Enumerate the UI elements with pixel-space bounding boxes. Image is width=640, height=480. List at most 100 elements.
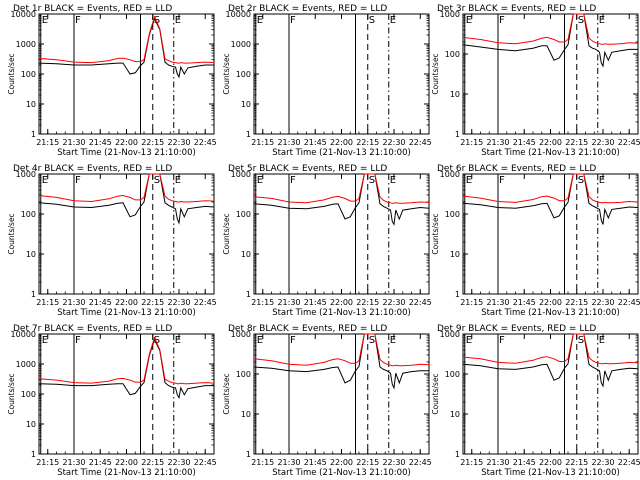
time-marker-label: E (175, 335, 181, 346)
chart-panel-4: Det 4r BLACK = Events, RED = LLD 1 10 100 10… (7, 164, 217, 318)
x-axis-label: Start Time (21-Nov-13 21:10:00) (272, 308, 411, 318)
time-marker-label: E (466, 335, 472, 346)
y-tick-label: 10000 (11, 10, 36, 19)
x-tick-label: 22:15 (141, 138, 164, 147)
x-axis-label: Start Time (21-Nov-13 21:10:00) (481, 468, 620, 478)
x-tick-label: 21:30 (277, 138, 300, 147)
time-marker-label: E (599, 15, 605, 26)
y-tick-label: 1000 (440, 10, 460, 19)
x-tick-label: 21:15 (36, 298, 59, 307)
x-tick-label: 22:45 (409, 138, 432, 147)
x-tick-label: 22:15 (565, 298, 588, 307)
x-tick-label: 22:30 (382, 138, 405, 147)
y-tick-label: 10 (241, 100, 251, 109)
x-tick-label: 22:00 (115, 298, 138, 307)
y-tick-label: 100 (236, 70, 251, 79)
chart-title: Det 5r BLACK = Events, RED = LLD (228, 164, 387, 174)
lld-series-line (38, 336, 215, 385)
x-tick-label: 21:45 (513, 138, 536, 147)
x-tick-label: 22:00 (330, 298, 353, 307)
plot-frame (38, 173, 215, 295)
x-tick-label: 22:00 (330, 458, 353, 467)
plot-frame (38, 333, 215, 455)
time-marker-label: S (154, 175, 160, 186)
time-marker-label: S (578, 175, 584, 186)
time-marker-label: F (290, 175, 296, 186)
y-tick-label: 10 (26, 100, 36, 109)
x-tick-label: 21:30 (486, 138, 509, 147)
time-marker-label: F (75, 15, 81, 26)
time-marker-label: F (290, 335, 296, 346)
x-axis-label: Start Time (21-Nov-13 21:10:00) (481, 148, 620, 158)
x-tick-label: 21:30 (62, 458, 85, 467)
x-tick-label: 22:45 (194, 298, 217, 307)
x-tick-label: 22:15 (565, 138, 588, 147)
time-marker-label: E (175, 175, 181, 186)
chart-panel-5: Det 5r BLACK = Events, RED = LLD 1 10 100 10… (222, 164, 432, 318)
y-axis-label: Counts/sec (431, 213, 440, 254)
y-tick-label: 1 (31, 290, 36, 299)
x-tick-label: 22:00 (539, 298, 562, 307)
y-axis-label: Counts/sec (7, 373, 16, 414)
y-axis-label: Counts/sec (7, 53, 16, 94)
x-tick-label: 22:00 (115, 458, 138, 467)
plot-frame (253, 333, 430, 455)
events-series-line (38, 173, 215, 225)
x-axis-label: Start Time (21-Nov-13 21:10:00) (57, 468, 196, 478)
time-marker-label: E (257, 15, 263, 26)
x-tick-label: 22:15 (565, 458, 588, 467)
x-tick-label: 21:30 (62, 298, 85, 307)
time-marker-label: F (75, 335, 81, 346)
y-tick-label: 1000 (231, 330, 251, 339)
x-tick-label: 22:45 (618, 138, 640, 147)
x-tick-label: 22:45 (618, 298, 640, 307)
x-tick-label: 22:45 (194, 458, 217, 467)
lld-series-line (253, 333, 430, 367)
x-tick-label: 22:30 (167, 458, 190, 467)
x-tick-label: 22:15 (356, 138, 379, 147)
time-marker-label: F (75, 175, 81, 186)
events-series-line (462, 333, 639, 388)
x-tick-label: 21:15 (460, 458, 483, 467)
time-marker-label: S (154, 15, 160, 26)
x-tick-label: 21:45 (89, 458, 112, 467)
x-tick-label: 21:30 (486, 298, 509, 307)
x-tick-label: 22:45 (618, 458, 640, 467)
x-tick-label: 21:45 (304, 458, 327, 467)
chart-title: Det 2r BLACK = Events, RED = LLD (228, 4, 387, 14)
x-tick-label: 21:30 (277, 298, 300, 307)
x-tick-label: 22:30 (167, 138, 190, 147)
x-axis-label: Start Time (21-Nov-13 21:10:00) (272, 148, 411, 158)
x-tick-label: 22:30 (382, 458, 405, 467)
x-tick-label: 22:45 (194, 138, 217, 147)
x-tick-label: 22:15 (141, 458, 164, 467)
time-marker-label: S (578, 15, 584, 26)
y-tick-label: 100 (445, 50, 460, 59)
x-tick-label: 22:45 (409, 298, 432, 307)
x-tick-label: 22:00 (330, 138, 353, 147)
time-marker-label: E (390, 15, 396, 26)
x-tick-label: 22:15 (141, 298, 164, 307)
y-tick-label: 10 (26, 420, 36, 429)
x-tick-label: 22:30 (382, 298, 405, 307)
chart-panel-9: Det 9r BLACK = Events, RED = LLD 1 10 100 10… (431, 324, 640, 478)
x-tick-label: 21:45 (513, 458, 536, 467)
lld-series-line (462, 13, 639, 45)
y-tick-label: 100 (445, 370, 460, 379)
plot-frame (253, 13, 430, 135)
y-tick-label: 100 (21, 390, 36, 399)
time-marker-label: S (578, 335, 584, 346)
plot-frame (253, 173, 430, 295)
time-marker-label: F (499, 15, 505, 26)
time-marker-label: E (175, 15, 181, 26)
time-marker-label: F (499, 335, 505, 346)
time-marker-label: E (42, 175, 48, 186)
time-marker-label: E (42, 15, 48, 26)
time-marker-label: E (390, 335, 396, 346)
x-axis-label: Start Time (21-Nov-13 21:10:00) (57, 308, 196, 318)
x-tick-label: 21:15 (36, 138, 59, 147)
events-series-line (253, 333, 429, 390)
x-tick-label: 22:00 (115, 138, 138, 147)
y-tick-label: 1 (246, 130, 251, 139)
